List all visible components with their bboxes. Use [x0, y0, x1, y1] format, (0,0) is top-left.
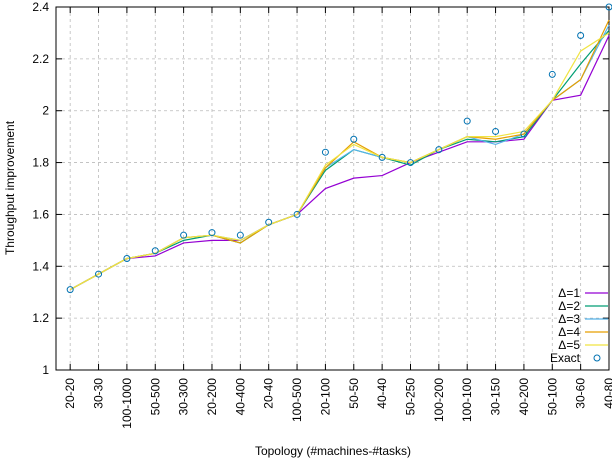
y-tick-label: 1.6	[32, 207, 49, 221]
plot-frame	[55, 6, 610, 371]
data-point	[492, 127, 500, 135]
x-tick-label: 30-60	[574, 378, 588, 409]
x-tick-label: 50-250	[403, 378, 417, 416]
x-tick-label: 20-100	[318, 378, 332, 416]
data-point	[406, 159, 414, 167]
data-line	[69, 29, 610, 291]
x-tick-label: 20-20	[63, 378, 77, 409]
data-point	[95, 270, 103, 278]
legend-label: Δ=1	[558, 286, 580, 300]
data-line	[69, 35, 610, 291]
x-tick-label: 50-100	[545, 378, 559, 416]
x-tick-label: 50-500	[148, 378, 162, 416]
legend-label: Δ=3	[558, 312, 580, 326]
data-point	[208, 229, 216, 237]
x-tick-label: 100-1000	[120, 378, 134, 429]
data-line	[69, 32, 610, 291]
data-point	[548, 70, 556, 78]
legend-label: Exact	[550, 351, 581, 365]
x-tick-label: 30-30	[92, 378, 106, 409]
data-point	[321, 148, 329, 156]
data-point	[180, 231, 188, 239]
data-point	[435, 146, 443, 154]
x-tick-label: 40-200	[517, 378, 531, 416]
y-tick-label: 1.4	[32, 259, 49, 273]
x-tick-label: 100-100	[460, 378, 474, 422]
data-point	[378, 153, 386, 161]
y-tick-label: 2.4	[32, 0, 49, 14]
legend-label: Δ=5	[558, 338, 580, 352]
x-tick-label: 30-150	[489, 378, 503, 416]
x-tick-label: 40-80	[602, 378, 612, 409]
data-point	[293, 210, 301, 218]
legend-label: Δ=4	[558, 325, 580, 339]
data-point	[123, 255, 131, 263]
x-tick-label: 20-200	[205, 378, 219, 416]
data-point	[236, 231, 244, 239]
data-point	[350, 135, 358, 143]
data-point	[151, 247, 159, 255]
legend-label: Δ=2	[558, 299, 580, 313]
y-tick-label: 1.8	[32, 156, 49, 170]
x-tick-label: 50-50	[347, 378, 361, 409]
y-tick-label: 2	[42, 104, 49, 118]
y-tick-label: 1.2	[32, 311, 49, 325]
data-point	[577, 32, 585, 40]
x-tick-label: 30-300	[177, 378, 191, 416]
x-tick-label: 100-200	[432, 378, 446, 422]
data-point	[520, 130, 528, 138]
y-tick-label: 1	[42, 363, 49, 377]
x-tick-label: 20-40	[262, 378, 276, 409]
x-tick-label: 100-500	[290, 378, 304, 422]
data-point	[265, 218, 273, 226]
data-line	[69, 24, 610, 291]
data-point	[66, 286, 74, 294]
data-point	[605, 3, 612, 11]
y-tick-label: 2.2	[32, 52, 49, 66]
data-point	[463, 117, 471, 125]
x-tick-label: 40-400	[233, 378, 247, 416]
legend-marker	[593, 354, 601, 362]
y-axis-label: Throughput improvement	[3, 120, 17, 255]
x-axis-label: Topology (#machines-#tasks)	[255, 444, 411, 458]
x-tick-label: 40-40	[375, 378, 389, 409]
